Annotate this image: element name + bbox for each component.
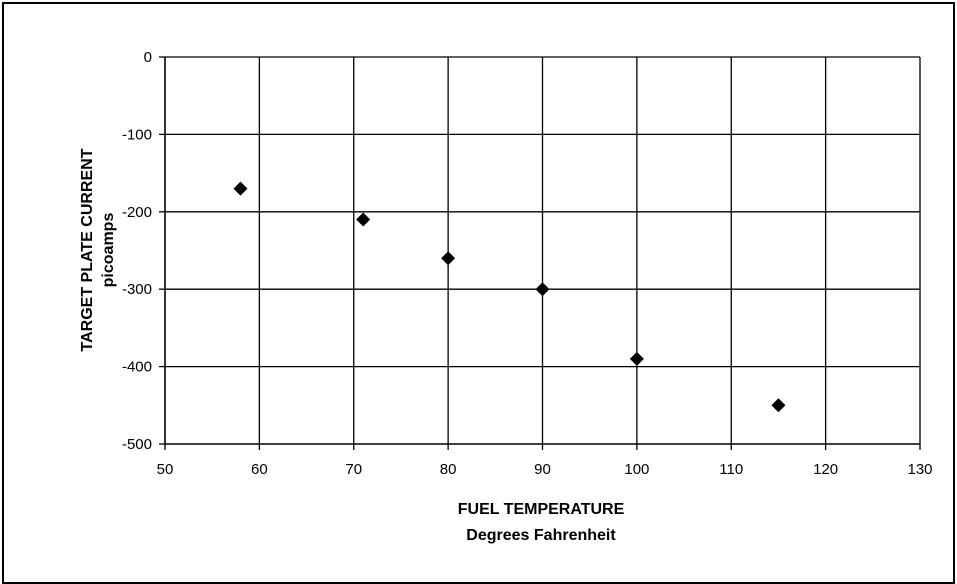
y-tick-label: -500	[122, 436, 152, 453]
axes	[159, 56, 921, 450]
tick-labels: 50 60 70 80 90 100 110 120 130 0 -100 -200 -300 -400 -…	[122, 49, 933, 478]
x-tick-label: 120	[813, 461, 838, 478]
data-point	[771, 398, 786, 413]
y-axis-title: TARGET PLATE CURRENT	[79, 148, 96, 351]
x-axis-title: FUEL TEMPERATURE	[458, 501, 625, 518]
x-tick-label: 110	[719, 461, 743, 478]
x-tick-label: 60	[251, 461, 268, 478]
grid	[165, 56, 921, 444]
x-tick-label: 70	[345, 461, 362, 478]
y-tick-label: -100	[122, 126, 152, 143]
data-point	[535, 282, 550, 297]
x-tick-label: 80	[440, 461, 457, 478]
data-points	[233, 181, 786, 413]
data-point	[356, 212, 371, 227]
x-tick-label: 100	[624, 461, 649, 478]
y-tick-label: -400	[122, 359, 152, 376]
y-tick-label: -200	[122, 204, 152, 221]
data-point	[233, 181, 248, 196]
y-tick-label: 0	[144, 49, 152, 66]
y-axis-units: picoamps	[100, 213, 117, 288]
x-tick-label: 50	[157, 461, 174, 478]
x-axis-units: Degrees Fahrenheit	[466, 527, 616, 544]
data-point	[629, 351, 644, 366]
y-tick-label: -300	[122, 281, 152, 298]
x-tick-label: 130	[907, 461, 932, 478]
x-tick-label: 90	[534, 461, 551, 478]
data-point	[441, 251, 456, 266]
